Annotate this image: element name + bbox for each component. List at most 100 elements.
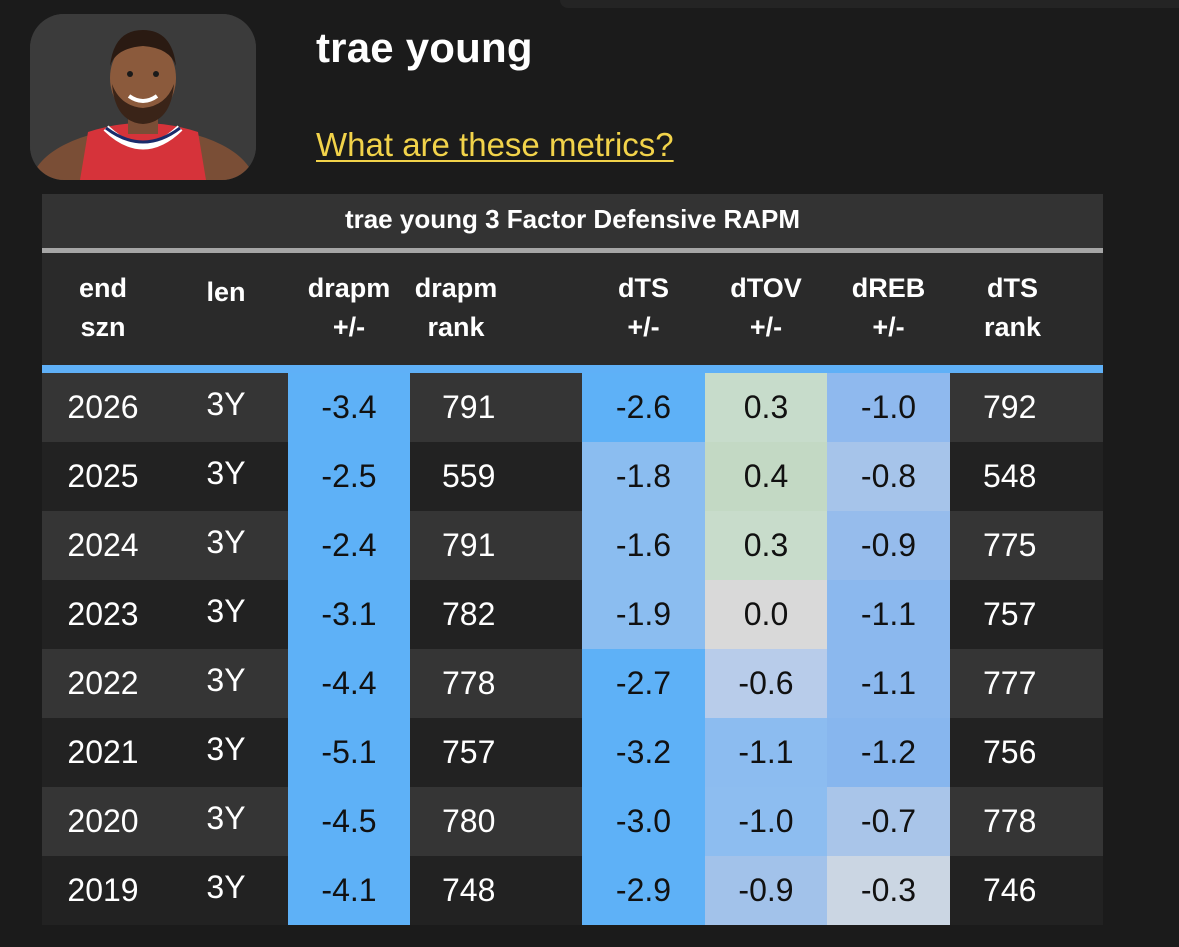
column-header-line1: end	[78, 273, 127, 303]
cell-end-szn: 2021	[67, 734, 139, 770]
cell-dreb: -1.0	[827, 373, 950, 442]
cell-dtov: 0.4	[705, 442, 827, 511]
column-header-line2: szn	[80, 312, 126, 342]
cell-dts-rank: 757	[983, 596, 1037, 632]
cell-drapm-rank: 791	[442, 527, 496, 563]
cell-dreb: -1.2	[827, 718, 950, 787]
cell-dts: -3.0	[582, 787, 705, 856]
cell-dtov: 0.0	[705, 580, 827, 649]
cell-dtov: -0.6	[705, 649, 827, 718]
column-header-line2: +/-	[332, 312, 366, 342]
column-header-line2: +/-	[627, 312, 660, 342]
cell-len: 3Y	[206, 800, 246, 836]
column-header-line1: dTOV	[730, 273, 802, 303]
cell-end-szn: 2026	[67, 389, 139, 425]
column-header-line1: len	[206, 277, 246, 307]
table-row: 2021 3Y -5.1 757 -3.2 -1.1 -1.2 756	[42, 718, 1103, 787]
cell-dts-rank: 792	[983, 389, 1037, 425]
table-row: 2024 3Y -2.4 791 -1.6 0.3 -0.9 775	[42, 511, 1103, 580]
cell-dreb: -1.1	[827, 649, 950, 718]
cell-dts-rank: 777	[983, 665, 1037, 701]
column-header-line2: rank	[427, 312, 485, 342]
cell-dreb: -1.1	[827, 580, 950, 649]
table-title: trae young 3 Factor Defensive RAPM	[42, 194, 1103, 253]
player-headshot-image	[30, 14, 256, 180]
cell-dts: -2.6	[582, 373, 705, 442]
cell-dtov: 0.3	[705, 511, 827, 580]
cell-dts-rank: 775	[983, 527, 1037, 563]
cell-drapm-rank: 780	[442, 803, 496, 839]
cell-drapm: -3.4	[288, 373, 410, 442]
cell-dreb: -0.7	[827, 787, 950, 856]
cell-len: 3Y	[206, 455, 246, 491]
cell-drapm-rank: 778	[442, 665, 496, 701]
cell-drapm: -2.4	[288, 511, 410, 580]
cell-dreb: -0.9	[827, 511, 950, 580]
cell-drapm-rank: 791	[442, 389, 496, 425]
column-header-end-szn[interactable]: end szn	[42, 269, 164, 347]
column-header-len[interactable]: len	[164, 273, 288, 312]
cell-dts: -1.6	[582, 511, 705, 580]
cell-drapm: -2.5	[288, 442, 410, 511]
cell-dts: -1.9	[582, 580, 705, 649]
player-name: trae young	[316, 24, 533, 71]
cell-dts: -3.2	[582, 718, 705, 787]
cell-dtov: -1.0	[705, 787, 827, 856]
cell-dtov: 0.3	[705, 373, 827, 442]
cell-drapm-rank: 757	[442, 734, 496, 770]
cell-drapm: -4.4	[288, 649, 410, 718]
cell-dts-rank: 746	[983, 872, 1037, 908]
column-header-drapm-rank[interactable]: drapm rank	[396, 269, 516, 347]
cell-dts: -2.7	[582, 649, 705, 718]
table-row: 2019 3Y -4.1 748 -2.9 -0.9 -0.3 746	[42, 856, 1103, 925]
table-row: 2025 3Y -2.5 559 -1.8 0.4 -0.8 548	[42, 442, 1103, 511]
cell-end-szn: 2019	[67, 872, 139, 908]
cell-drapm-rank: 748	[442, 872, 496, 908]
table-row: 2022 3Y -4.4 778 -2.7 -0.6 -1.1 777	[42, 649, 1103, 718]
cell-end-szn: 2024	[67, 527, 139, 563]
cell-drapm: -4.5	[288, 787, 410, 856]
column-header-dts-rank[interactable]: dTS rank	[950, 269, 1075, 347]
table-row: 2026 3Y -3.4 791 -2.6 0.3 -1.0 792	[42, 373, 1103, 442]
table-row: 2020 3Y -4.5 780 -3.0 -1.0 -0.7 778	[42, 787, 1103, 856]
cell-dts-rank: 548	[983, 458, 1037, 494]
cell-drapm: -5.1	[288, 718, 410, 787]
cell-dts: -2.9	[582, 856, 705, 925]
metrics-help-link[interactable]: What are these metrics?	[316, 126, 674, 163]
cell-len: 3Y	[206, 869, 246, 905]
cell-drapm: -3.1	[288, 580, 410, 649]
cell-end-szn: 2022	[67, 665, 139, 701]
cell-len: 3Y	[206, 386, 246, 422]
rapm-table: trae young 3 Factor Defensive RAPM end sz…	[42, 194, 1103, 927]
column-header-line1: dTS	[987, 273, 1038, 303]
top-strip	[560, 0, 1179, 8]
cell-drapm-rank: 782	[442, 596, 496, 632]
cell-len: 3Y	[206, 662, 246, 698]
cell-dreb: -0.8	[827, 442, 950, 511]
table-header-row: end szn len drapm +/- drapm rank dTS +/- dTOV +/- d…	[42, 253, 1103, 373]
column-header-dtov[interactable]: dTOV +/-	[705, 269, 827, 347]
player-avatar	[30, 14, 256, 180]
column-header-line1: drapm	[307, 273, 391, 303]
cell-dts-rank: 778	[983, 803, 1037, 839]
column-header-line2: +/-	[872, 312, 905, 342]
column-header-line2: rank	[983, 312, 1042, 342]
cell-end-szn: 2025	[67, 458, 139, 494]
cell-end-szn: 2020	[67, 803, 139, 839]
column-header-line2: +/-	[749, 312, 783, 342]
cell-end-szn: 2023	[67, 596, 139, 632]
cell-len: 3Y	[206, 524, 246, 560]
column-header-dreb[interactable]: dREB +/-	[827, 269, 950, 347]
table-row: 2023 3Y -3.1 782 -1.9 0.0 -1.1 757	[42, 580, 1103, 649]
cell-drapm: -4.1	[288, 856, 410, 925]
cell-dreb: -0.3	[827, 856, 950, 925]
cell-drapm-rank: 559	[442, 458, 496, 494]
column-header-dts[interactable]: dTS +/-	[582, 269, 705, 347]
cell-dts-rank: 756	[983, 734, 1037, 770]
table-body: 2026 3Y -3.4 791 -2.6 0.3 -1.0 792 2025 3Y -2.5 559…	[42, 373, 1103, 925]
column-header-line1: dREB	[851, 273, 926, 303]
column-header-drapm[interactable]: drapm +/-	[288, 269, 410, 347]
cell-dtov: -1.1	[705, 718, 827, 787]
cell-dts: -1.8	[582, 442, 705, 511]
cell-len: 3Y	[206, 593, 246, 629]
